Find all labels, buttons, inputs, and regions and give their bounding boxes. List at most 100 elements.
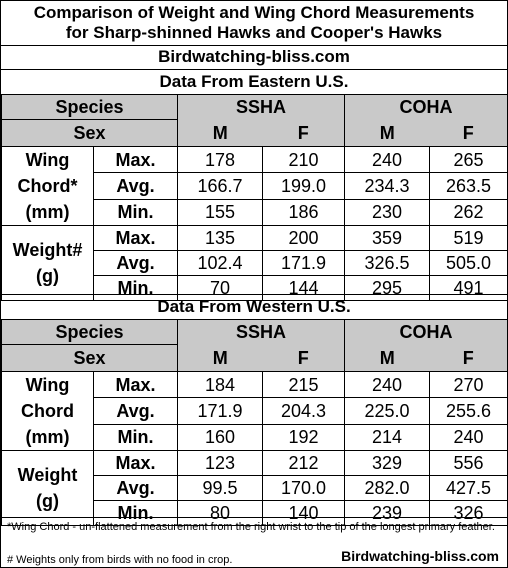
value-cell: 240 <box>344 145 431 174</box>
value-cell: 262 <box>429 198 508 227</box>
group-label-line: (g) <box>36 491 59 511</box>
species-header-label: Species <box>0 94 179 120</box>
group-label-line: Wing <box>25 150 70 170</box>
section-heading-eastern: Data From Eastern U.S. <box>1 69 507 94</box>
title-line-2: for Sharp-shinned Hawks and Cooper's Haw… <box>65 23 443 42</box>
header-row-species: Species SSHA COHA <box>0 94 508 120</box>
sex-header-0: M <box>177 119 263 147</box>
value-cell: 240 <box>429 423 508 452</box>
table-row: Avg. 166.7 199.0 234.3 263.5 <box>2 172 508 200</box>
stat-label: Avg. <box>92 397 179 425</box>
footnote-wing-chord: *Wing Chord - un-flattened measurement f… <box>7 521 495 533</box>
value-cell: 192 <box>262 423 346 452</box>
sex-header-3: F <box>429 344 508 372</box>
value-cell: 184 <box>177 370 264 399</box>
sex-header-label: Sex <box>0 119 179 147</box>
group-label-line: (mm) <box>25 427 70 447</box>
value-cell: 326.5 <box>344 250 431 276</box>
value-cell: 200 <box>262 225 346 251</box>
value-cell: 160 <box>177 423 264 452</box>
species-header-coha: COHA <box>344 94 508 120</box>
value-cell: 270 <box>429 370 508 399</box>
value-cell: 230 <box>344 198 431 227</box>
stat-label: Min. <box>92 275 179 301</box>
species-header-ssha: SSHA <box>177 94 346 120</box>
sex-header-2: M <box>344 119 430 147</box>
group-label-line: Chord* <box>17 176 78 196</box>
value-cell: 234.3 <box>344 172 431 200</box>
value-cell: 102.4 <box>177 250 264 276</box>
stat-label: Avg. <box>92 172 179 200</box>
value-cell: 519 <box>429 225 508 251</box>
table-row: Wing Chord* (mm) Max. 178 210 240 265 <box>1 145 508 226</box>
sex-header-label: Sex <box>0 344 179 372</box>
value-cell: 186 <box>262 198 346 227</box>
value-cell: 212 <box>262 450 346 476</box>
stat-label: Min. <box>92 500 179 526</box>
species-header-coha: COHA <box>344 319 508 345</box>
value-cell: 171.9 <box>262 250 346 276</box>
table-row: Min. 70 144 295 491 <box>2 275 508 301</box>
group-label-line: (g) <box>36 266 59 286</box>
group-label-line: Weight# <box>12 240 83 260</box>
table-row: Avg. 171.9 204.3 225.0 255.6 <box>2 397 508 425</box>
chart-title: Comparison of Weight and Wing Chord Meas… <box>1 1 507 45</box>
sex-header-3: F <box>429 119 508 147</box>
value-cell: 240 <box>344 370 431 399</box>
sex-header-2: M <box>344 344 430 372</box>
value-cell: 144 <box>262 275 346 301</box>
title-line-1: Comparison of Weight and Wing Chord Meas… <box>33 3 475 22</box>
value-cell: 359 <box>344 225 431 251</box>
stat-label: Max. <box>92 370 179 399</box>
value-cell: 265 <box>429 145 508 174</box>
value-cell: 255.6 <box>429 397 508 425</box>
group-label-line: Chord <box>21 401 74 421</box>
value-cell: 80 <box>177 500 264 526</box>
group-label-0: Wing Chord* (mm) <box>1 146 94 226</box>
stat-label: Avg. <box>92 250 179 276</box>
value-cell: 171.9 <box>177 397 264 425</box>
value-cell: 210 <box>262 145 346 174</box>
species-header-label: Species <box>0 319 179 345</box>
value-cell: 155 <box>177 198 264 227</box>
group-label-1: Weight# (g) <box>1 225 94 301</box>
species-header-ssha: SSHA <box>177 319 346 345</box>
group-label-1: Weight (g) <box>1 450 94 526</box>
stat-label: Max. <box>92 225 179 251</box>
table-row: Min. 155 186 230 262 <box>2 198 508 227</box>
table-row: Avg. 102.4 171.9 326.5 505.0 <box>2 250 508 276</box>
value-cell: 282.0 <box>344 475 431 501</box>
value-cell: 491 <box>429 275 508 301</box>
stat-label: Min. <box>92 423 179 452</box>
value-cell: 556 <box>429 450 508 476</box>
group-label-0: Wing Chord (mm) <box>1 371 94 451</box>
value-cell: 505.0 <box>429 250 508 276</box>
site-name: Birdwatching-bliss.com <box>1 45 507 69</box>
footnote-weight: # Weights only from birds with no food i… <box>7 554 233 566</box>
value-cell: 326 <box>429 500 508 526</box>
value-cell: 135 <box>177 225 264 251</box>
value-cell: 427.5 <box>429 475 508 501</box>
table-row: Weight# (g) Max. 135 200 359 519 <box>1 225 508 301</box>
section-heading-western: Data From Western U.S. <box>1 294 507 319</box>
value-cell: 263.5 <box>429 172 508 200</box>
table-row: Min. 80 140 239 326 <box>2 500 508 526</box>
value-cell: 215 <box>262 370 346 399</box>
eastern-data-table: Species SSHA COHA Sex M F M F Wing Chord* (mm) Max.… <box>0 94 508 301</box>
sex-header-1: F <box>262 344 346 372</box>
value-cell: 99.5 <box>177 475 264 501</box>
value-cell: 178 <box>177 145 264 174</box>
value-cell: 329 <box>344 450 431 476</box>
value-cell: 225.0 <box>344 397 431 425</box>
footer-site-name: Birdwatching-bliss.com <box>341 548 499 564</box>
table-row: Weight (g) Max. 123 212 329 556 <box>1 450 508 526</box>
value-cell: 199.0 <box>262 172 346 200</box>
group-label-line: (mm) <box>25 202 70 222</box>
value-cell: 123 <box>177 450 264 476</box>
value-cell: 166.7 <box>177 172 264 200</box>
stat-label: Max. <box>92 145 179 174</box>
value-cell: 70 <box>177 275 264 301</box>
stat-label: Min. <box>92 198 179 227</box>
value-cell: 295 <box>344 275 431 301</box>
